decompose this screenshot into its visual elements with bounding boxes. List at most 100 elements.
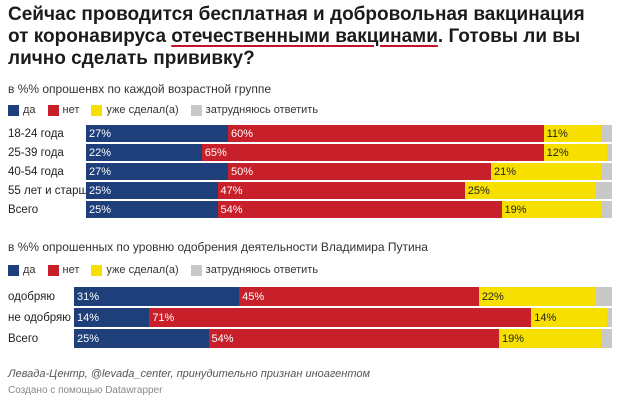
legend-swatch-done: [91, 104, 103, 116]
legend-swatch-yes: [8, 264, 19, 276]
data-label: 22%: [89, 146, 112, 159]
bar-segment-unsure: [601, 201, 612, 218]
chart-title: Сейчас проводится бесплатная и доброволь…: [8, 4, 608, 70]
legend-swatch-no: [47, 104, 59, 116]
legend-label-done: уже сделал(а): [106, 104, 179, 116]
legend-swatch-done: [91, 264, 103, 276]
data-label: 19%: [504, 203, 527, 216]
stacked-bar: 25% 47% 25%: [86, 182, 612, 199]
bar-segment-no: 71%: [149, 308, 532, 327]
legend-item-no: нет: [47, 264, 80, 276]
bar-row: 18-24 года 27% 60% 11%: [0, 125, 620, 142]
data-label: 25%: [89, 203, 112, 216]
bar-row: Всего 25% 54% 19%: [0, 329, 620, 348]
data-label: 45%: [242, 290, 265, 303]
bar-segment-yes: 14%: [74, 308, 150, 327]
chart1-legend: да нет уже сделал(а) затрудняюсь ответит…: [8, 104, 330, 116]
data-label: 54%: [211, 332, 234, 345]
bar-segment-yes: 25%: [86, 182, 218, 199]
legend-item-done: уже сделал(а): [91, 104, 179, 116]
data-label: 54%: [220, 203, 243, 216]
stacked-bar: 31% 45% 22%: [74, 287, 612, 306]
legend-label-unsure: затрудняюсь ответить: [205, 104, 319, 116]
legend-item-unsure: затрудняюсь ответить: [190, 264, 318, 276]
legend-item-no: нет: [47, 104, 80, 116]
legend-item-unsure: затрудняюсь ответить: [190, 104, 319, 116]
bar-segment-no: 47%: [217, 182, 465, 199]
bar-segment-unsure: [601, 163, 612, 180]
data-label: 12%: [546, 146, 569, 159]
bar-segment-unsure: [601, 329, 612, 348]
data-label: 19%: [502, 332, 525, 345]
bar-segment-done: 21%: [491, 163, 602, 180]
bar-segment-yes: 27%: [86, 125, 229, 142]
legend-label-yes: да: [23, 104, 36, 116]
bar-segment-no: 54%: [217, 201, 502, 218]
data-label: 14%: [77, 311, 100, 324]
legend-label-done: уже сделал(а): [106, 264, 179, 276]
bar-row: Всего 25% 54% 19%: [0, 201, 620, 218]
bar-segment-done: 12%: [543, 144, 607, 161]
chart2-subtitle: в %% опрошенных по уровню одобрения деят…: [8, 240, 428, 254]
stacked-bar: 14% 71% 14%: [74, 308, 612, 327]
bar-segment-unsure: [606, 308, 612, 327]
bar-row: одобряю 31% 45% 22%: [0, 287, 620, 306]
category-label: Всего: [8, 332, 39, 345]
stacked-bar: 22% 65% 12%: [86, 144, 612, 161]
bar-segment-unsure: [601, 125, 612, 142]
bar-segment-done: 19%: [501, 201, 602, 218]
category-label: 25-39 года: [8, 146, 64, 159]
legend-item-yes: да: [8, 104, 36, 116]
data-label: 11%: [546, 127, 568, 140]
bar-segment-no: 54%: [208, 329, 500, 348]
bar-row: 40-54 года 27% 50% 21%: [0, 163, 620, 180]
legend-item-yes: да: [8, 264, 36, 276]
bar-row: 25-39 года 22% 65% 12%: [0, 144, 620, 161]
bar-segment-no: 60%: [228, 125, 544, 142]
data-label: 60%: [231, 127, 254, 140]
category-label: 40-54 года: [8, 165, 64, 178]
bar-segment-done: 19%: [499, 329, 602, 348]
bar-segment-yes: 25%: [86, 201, 218, 218]
bar-segment-yes: 31%: [74, 287, 240, 306]
stacked-bar: 25% 54% 19%: [74, 329, 612, 348]
bar-segment-done: 11%: [543, 125, 602, 142]
data-label: 65%: [204, 146, 227, 159]
legend-label-yes: да: [23, 264, 36, 276]
legend-swatch-unsure: [190, 264, 202, 276]
legend-label-no: нет: [62, 264, 80, 276]
chart1-subtitle: в %% опрошенвх по каждой возрастной груп…: [8, 82, 272, 96]
source-note: Левада-Центр, @levada_center, принудител…: [8, 368, 371, 380]
legend-swatch-no: [47, 264, 59, 276]
title-text-after: . Готовы ли вы лично сделать прививку?: [8, 26, 581, 69]
data-label: 25%: [77, 332, 100, 345]
legend-swatch-unsure: [190, 104, 202, 116]
data-label: 25%: [89, 184, 112, 197]
bar-row: 55 лет и старше 25% 47% 25%: [0, 182, 620, 199]
bar-segment-yes: 22%: [86, 144, 202, 161]
bar-row: не одобряю 14% 71% 14%: [0, 308, 620, 327]
category-label: 55 лет и старше: [8, 184, 95, 197]
bar-segment-unsure: [596, 182, 612, 199]
data-label: 21%: [494, 165, 517, 178]
category-label: одобряю: [8, 290, 55, 303]
data-label: 22%: [481, 290, 504, 303]
stacked-bar: 25% 54% 19%: [86, 201, 612, 218]
bar-segment-no: 50%: [228, 163, 492, 180]
data-label: 31%: [77, 290, 100, 303]
data-label: 27%: [89, 165, 112, 178]
legend-label-no: нет: [62, 104, 80, 116]
chart2-legend: да нет уже сделал(а) затрудняюсь ответит…: [8, 264, 330, 276]
legend-item-done: уже сделал(а): [91, 264, 179, 276]
legend-swatch-yes: [8, 104, 19, 116]
bar-segment-yes: 27%: [86, 163, 229, 180]
data-label: 47%: [220, 184, 243, 197]
bar-segment-no: 45%: [239, 287, 479, 306]
bar-segment-done: 14%: [531, 308, 607, 327]
stacked-bar: 27% 60% 11%: [86, 125, 612, 142]
bar-segment-done: 25%: [464, 182, 597, 199]
category-label: 18-24 года: [8, 127, 64, 140]
title-text-underlined: отечественными вакцинами: [171, 26, 438, 47]
data-label: 14%: [534, 311, 557, 324]
bar-segment-unsure: [596, 287, 612, 306]
